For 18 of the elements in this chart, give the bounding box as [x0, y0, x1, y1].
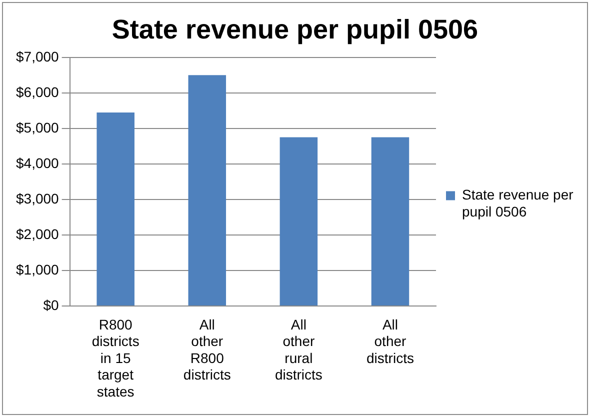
- x-tick-label: R800 districts in 15 target states: [92, 316, 140, 400]
- chart-title: State revenue per pupil 0506: [112, 14, 478, 45]
- x-tick-label: All other districts: [366, 316, 414, 366]
- bar: [280, 137, 318, 306]
- y-tick-label: $3,000: [16, 190, 60, 206]
- legend-label: State revenue per pupil 0506: [462, 186, 574, 220]
- y-tick-label: $4,000: [16, 154, 60, 171]
- y-tick-label: $6,000: [16, 84, 60, 100]
- y-tick-label: $1,000: [16, 261, 60, 278]
- y-tick-label: $7,000: [16, 48, 60, 64]
- y-tick-label: $5,000: [16, 119, 60, 136]
- y-tick-label: $2,000: [16, 226, 60, 242]
- bar: [371, 137, 410, 306]
- bar: [188, 75, 226, 306]
- bar: [96, 112, 134, 306]
- x-tick-label: All other rural districts: [274, 316, 322, 383]
- y-tick-label: $0: [43, 296, 60, 313]
- x-tick-label: All other R800 districts: [183, 316, 231, 383]
